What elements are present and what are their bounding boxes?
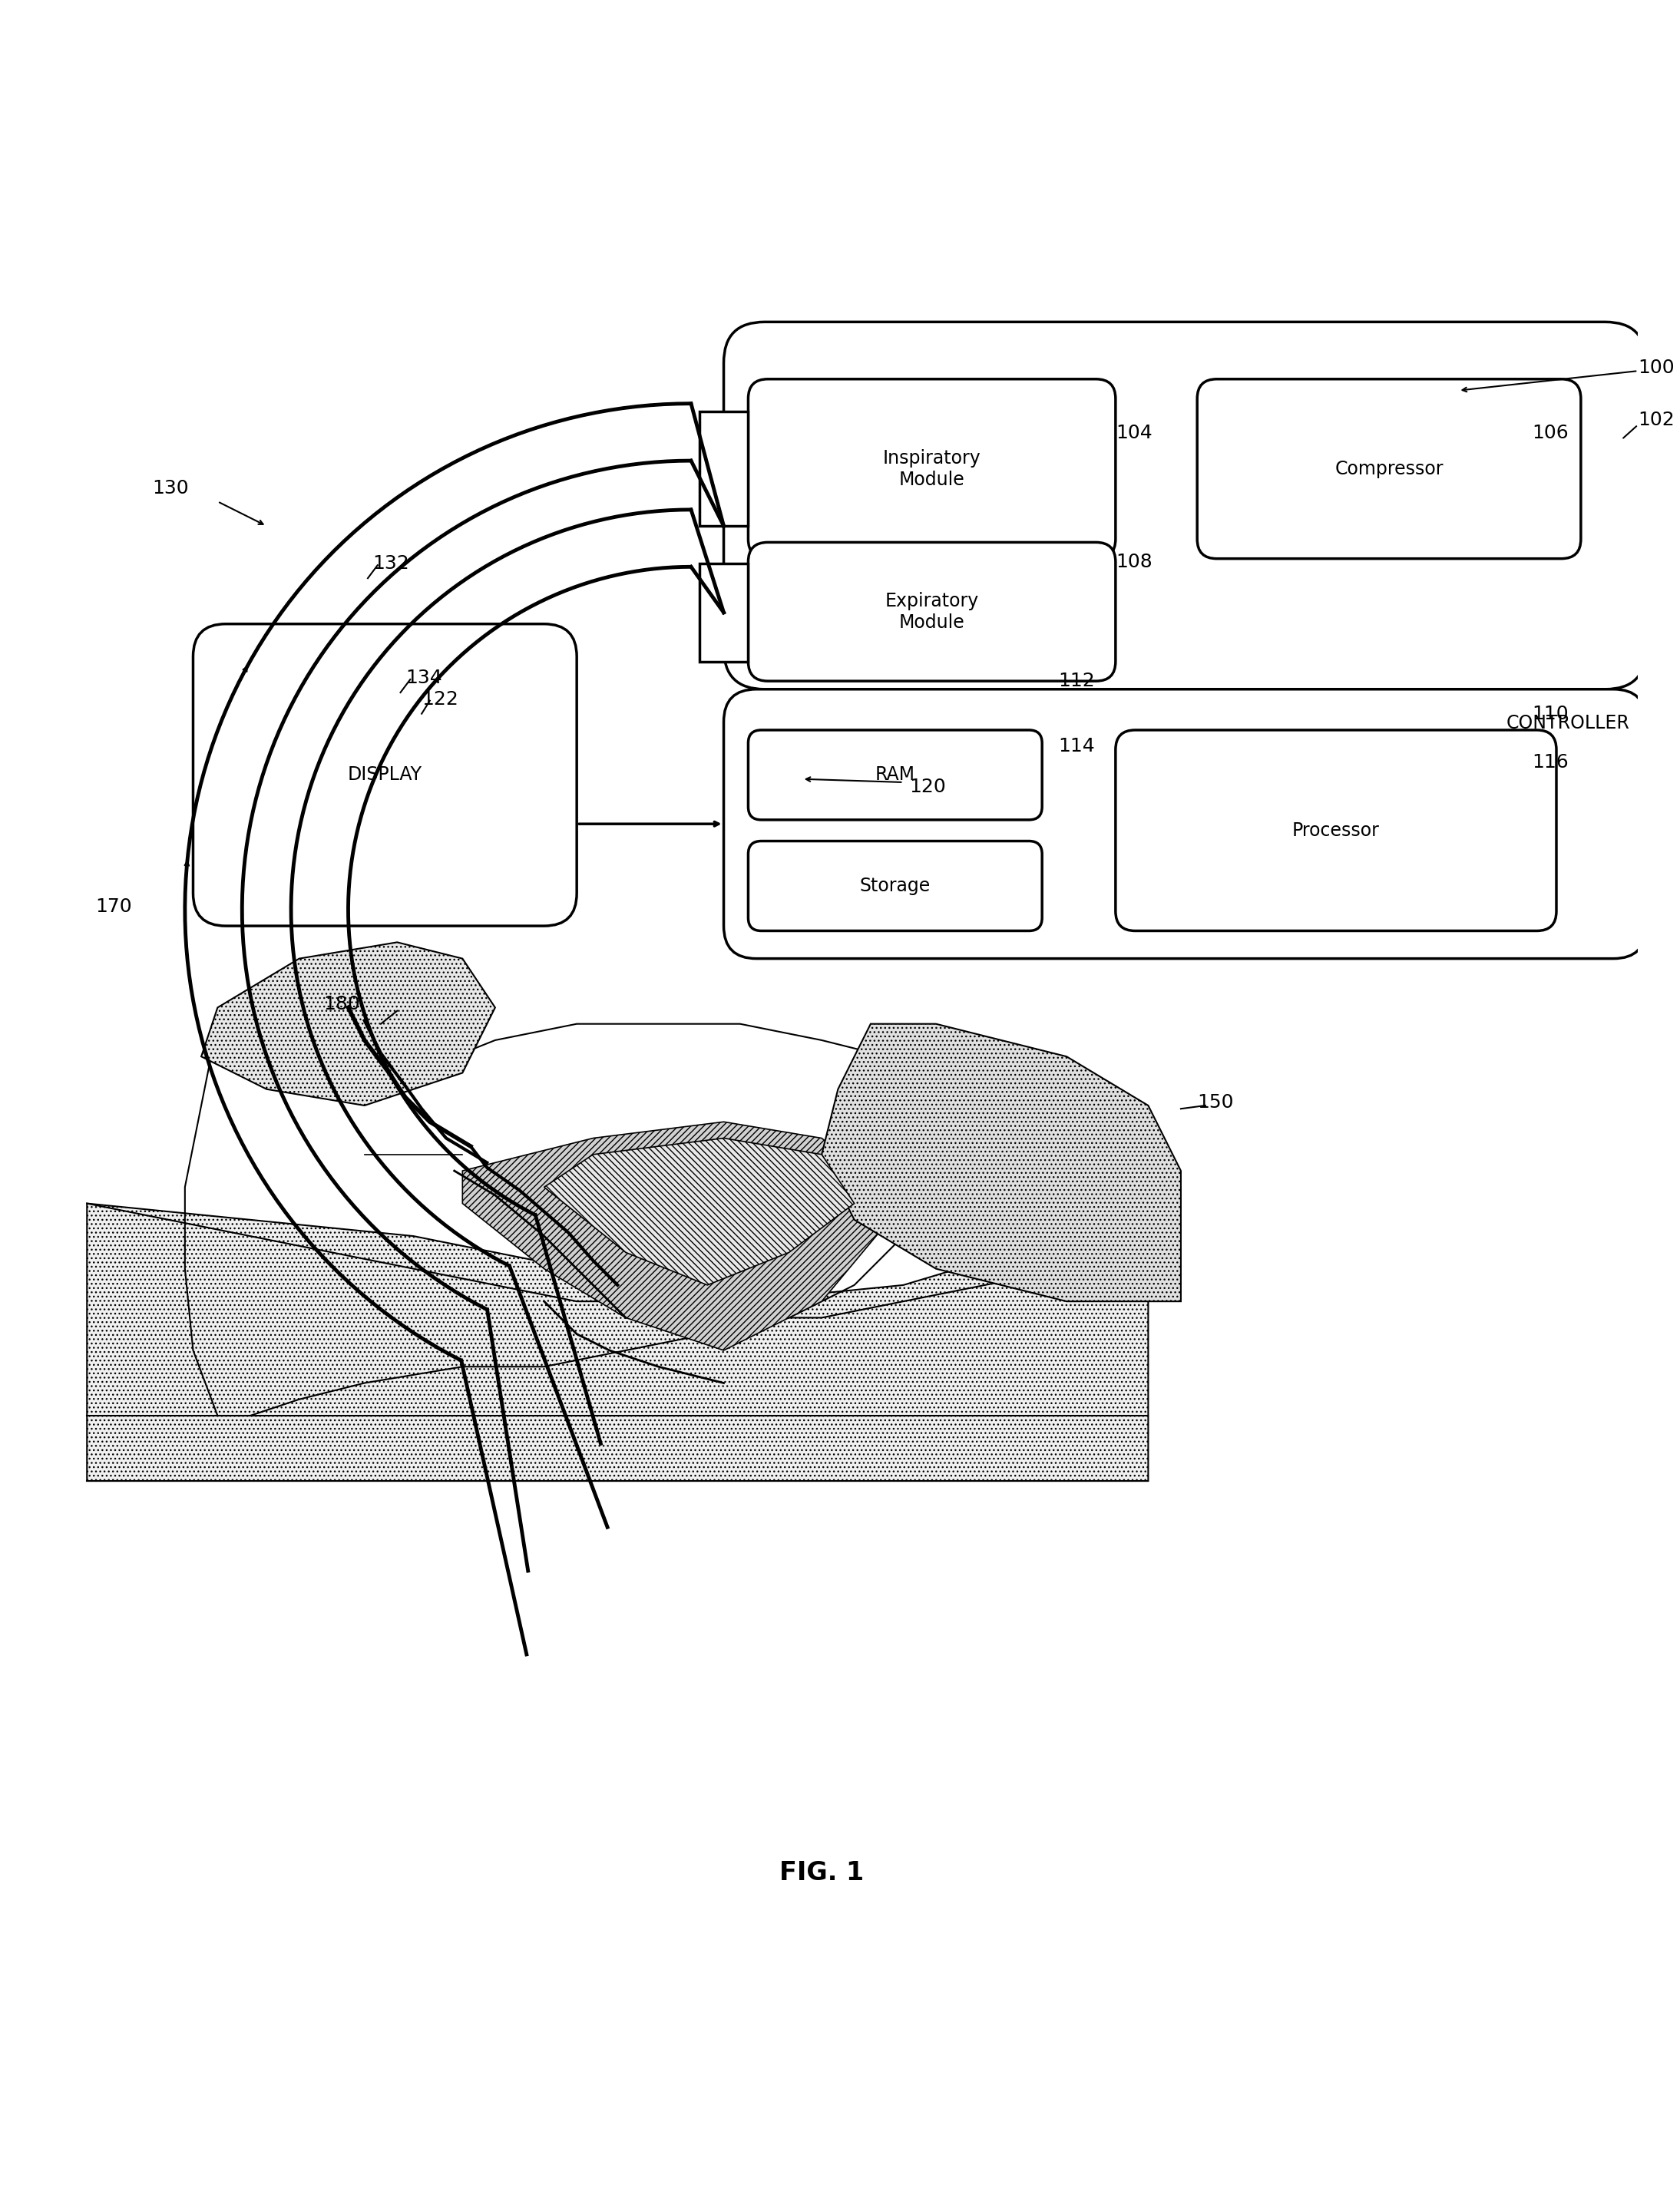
Text: Expiratory
Module: Expiratory Module (885, 593, 979, 632)
Text: 106: 106 (1532, 425, 1569, 442)
Text: 150: 150 (1198, 1092, 1233, 1112)
Text: 112: 112 (1058, 672, 1095, 690)
Text: 180: 180 (324, 995, 361, 1013)
FancyBboxPatch shape (748, 840, 1042, 931)
Text: 110: 110 (1532, 705, 1569, 723)
Text: 114: 114 (1058, 736, 1095, 756)
Text: RAM: RAM (875, 765, 916, 785)
Bar (699, 411, 748, 526)
Polygon shape (87, 1187, 1147, 1481)
Bar (699, 564, 748, 661)
Text: CONTROLLER: CONTROLLER (1507, 714, 1630, 732)
FancyBboxPatch shape (748, 378, 1116, 559)
Text: 102: 102 (1638, 411, 1675, 429)
Text: 122: 122 (422, 690, 459, 708)
Text: Inspiratory
Module: Inspiratory Module (882, 449, 981, 489)
FancyBboxPatch shape (1198, 378, 1581, 559)
FancyBboxPatch shape (748, 730, 1042, 820)
Text: 116: 116 (1532, 754, 1569, 772)
Text: Compressor: Compressor (1334, 460, 1443, 478)
Text: 132: 132 (373, 555, 410, 573)
FancyBboxPatch shape (724, 323, 1646, 690)
Text: DISPLAY: DISPLAY (348, 765, 422, 785)
Text: Storage: Storage (860, 878, 931, 895)
Text: 120: 120 (909, 778, 946, 796)
Text: 130: 130 (153, 480, 188, 497)
Polygon shape (822, 1024, 1181, 1302)
Text: 104: 104 (1116, 425, 1152, 442)
Polygon shape (462, 1121, 904, 1351)
Text: 100: 100 (1638, 358, 1675, 376)
Polygon shape (544, 1139, 855, 1285)
Text: 134: 134 (405, 668, 442, 688)
Text: 170: 170 (96, 898, 131, 915)
Polygon shape (202, 942, 496, 1106)
Text: FIG. 1: FIG. 1 (780, 1859, 864, 1886)
Text: 108: 108 (1116, 553, 1152, 570)
FancyBboxPatch shape (1116, 730, 1556, 931)
FancyBboxPatch shape (724, 690, 1646, 960)
FancyBboxPatch shape (748, 542, 1116, 681)
Text: Processor: Processor (1292, 820, 1379, 840)
FancyBboxPatch shape (193, 624, 576, 926)
